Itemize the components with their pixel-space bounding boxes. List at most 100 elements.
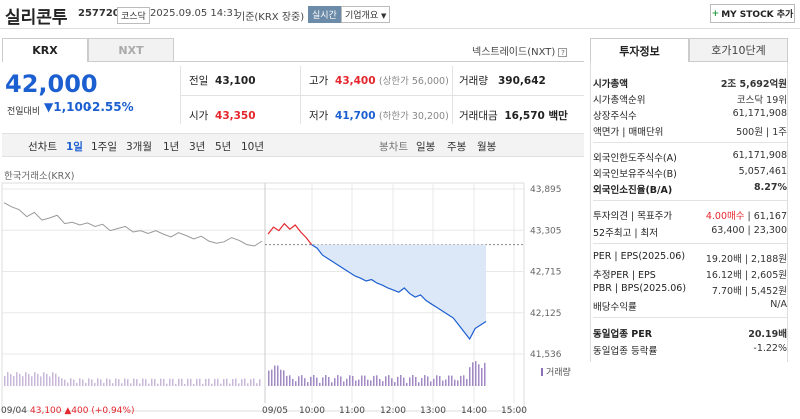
- volume-bar: [439, 375, 441, 386]
- x-tick-label: 10:00: [299, 406, 325, 416]
- volume-bar: [91, 379, 93, 386]
- volume-bar: [361, 375, 363, 386]
- price-chart[interactable]: 43,895 43,305 42,715 42,125 41,536 09/04 09/05…: [0, 181, 584, 419]
- y-tick-label: 41,536: [530, 350, 562, 360]
- volume-bar: [19, 373, 21, 386]
- row-dividend: 배당수익률 N/A: [593, 299, 787, 313]
- volume-bar: [172, 378, 174, 386]
- candle-month[interactable]: 월봉: [477, 141, 497, 153]
- side-sep-1: [593, 142, 787, 143]
- volume-bar: [208, 378, 210, 386]
- period-3y[interactable]: 3년: [189, 141, 206, 153]
- period-1d[interactable]: 1일: [66, 141, 83, 153]
- volume-bar: [397, 376, 399, 386]
- volume-bar: [442, 380, 444, 386]
- volume-bar: [475, 361, 477, 386]
- tab-krx[interactable]: KRX: [2, 38, 88, 62]
- period-10y[interactable]: 10년: [241, 141, 265, 153]
- period-5y[interactable]: 5년: [215, 141, 232, 153]
- volume-bar: [37, 373, 39, 386]
- candle-chart-label: 봉차트: [379, 141, 408, 153]
- volume-bar: [268, 370, 270, 386]
- tab-orderbook[interactable]: 호가10단계: [689, 38, 788, 62]
- period-1y[interactable]: 1년: [163, 141, 180, 153]
- chart-source: 한국거래소(KRX): [4, 171, 75, 182]
- volume-bar: [31, 376, 33, 386]
- volume-bar: [424, 375, 426, 386]
- volume-bar: [178, 378, 180, 386]
- period-1w[interactable]: 1주일: [91, 141, 118, 153]
- volume-bar: [100, 379, 102, 386]
- volume-bar: [7, 372, 9, 386]
- volume-bar: [61, 378, 63, 386]
- volume-bar: [298, 376, 300, 386]
- volume-bar: [379, 378, 381, 386]
- volume-bar: [148, 383, 150, 386]
- high-price: 고가 43,400 (상한가 56,000): [309, 75, 449, 87]
- volume-bar: [391, 378, 393, 386]
- row-foreign-ratio: 외국인소진율(B/A) 8.27%: [593, 182, 787, 196]
- volume-bar: [154, 378, 156, 386]
- volume-bar: [253, 378, 255, 386]
- volume-bar: [79, 378, 81, 386]
- company-info-button[interactable]: 기업개요 ▼: [341, 6, 391, 23]
- volume-bar: [28, 373, 30, 386]
- x-tick-label: 14:00: [461, 406, 487, 416]
- volume-bar: [409, 377, 411, 386]
- volume-bar: [217, 378, 219, 386]
- volume-bar: [22, 376, 24, 386]
- help-icon[interactable]: ?: [558, 48, 568, 57]
- volume-bar: [478, 364, 480, 386]
- volume-bar: [34, 372, 36, 386]
- volume-bar: [13, 376, 15, 386]
- volume-bar: [211, 383, 213, 386]
- volume-bar: [58, 376, 60, 386]
- current-price: 42,000: [5, 70, 98, 98]
- volume-bar: [259, 379, 261, 386]
- prev-close: 전일 43,100: [189, 75, 256, 87]
- volume-bar: [190, 378, 192, 386]
- mystock-button[interactable]: + MY STOCK 추가: [710, 4, 795, 23]
- volume-bar: [355, 380, 357, 386]
- volume-bar: [181, 378, 183, 386]
- volume-bar: [334, 378, 336, 386]
- x-tick-label: 12:00: [380, 406, 406, 416]
- row-opinion: 투자의견 | 목표주가 4.00매수 | 61,167: [593, 211, 787, 222]
- volume-bar: [406, 382, 408, 386]
- candle-day[interactable]: 일봉: [416, 141, 436, 153]
- volume-bar: [316, 377, 318, 386]
- x-tick-label: 13:00: [420, 406, 446, 416]
- volume-bar: [223, 379, 225, 386]
- volume-bar: [352, 375, 354, 386]
- candle-week[interactable]: 주봉: [447, 141, 467, 153]
- volume-bar: [187, 378, 189, 386]
- volume-bar: [340, 376, 342, 386]
- volume-bar: [106, 378, 108, 386]
- realtime-badge[interactable]: 실시간: [308, 6, 341, 23]
- volume-bar: [358, 379, 360, 386]
- row-industry-change: 동일업종 등락률 -1.22%: [593, 343, 787, 357]
- volume-bar: [115, 378, 117, 386]
- y-tick-label: 42,715: [530, 268, 562, 278]
- nxt-note: 넥스트레이드(NXT) ?: [472, 43, 568, 58]
- volume-bar: [166, 383, 168, 386]
- tab-invest-info[interactable]: 투자정보: [590, 38, 689, 62]
- volume-bar: [286, 375, 288, 386]
- side-sep-2: [593, 200, 787, 201]
- row-rank: 시가총액순위 코스닥 19위: [593, 95, 787, 106]
- volume-bar: [481, 368, 483, 386]
- volume-bar: [25, 372, 27, 386]
- x-tick-label: 11:00: [339, 406, 365, 416]
- volume-bar: [430, 381, 432, 386]
- stock-name: 실리콘투: [5, 8, 68, 28]
- period-3m[interactable]: 3개월: [126, 141, 153, 153]
- volume-bar: [40, 376, 42, 386]
- volume-bar: [271, 369, 273, 386]
- volume-bar: [280, 369, 282, 386]
- volume-bar: [247, 383, 249, 386]
- volume-bar: [451, 375, 453, 386]
- volume-bar: [109, 379, 111, 386]
- tab-nxt[interactable]: NXT: [88, 38, 174, 62]
- row-52week: 52주최고 | 최저 63,400 | 23,300: [593, 225, 787, 239]
- volume-bar: [226, 378, 228, 386]
